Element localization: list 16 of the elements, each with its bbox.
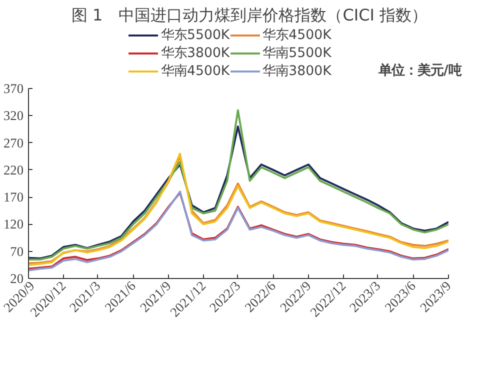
y-tick-label: 120 <box>4 216 24 232</box>
y-tick-label: 370 <box>4 81 24 96</box>
legend-label: 华东4500K <box>262 26 332 44</box>
y-axis-title: 单位：美元/吨 <box>378 62 462 78</box>
y-tick-label: 70 <box>10 244 24 259</box>
y-tick-label: 220 <box>4 162 24 178</box>
chart-title: 图 1 中国进口动力煤到岸价格指数（CICI 指数） <box>71 6 428 24</box>
legend-label: 华东5500K <box>161 26 230 44</box>
legend-label: 华南4500K <box>161 63 230 80</box>
y-tick-label: 320 <box>4 108 24 124</box>
y-tick-label: 20 <box>10 271 24 286</box>
y-tick-label: 170 <box>4 190 24 205</box>
legend-label: 华南3800K <box>262 63 332 80</box>
legend-label: 华东3800K <box>161 44 230 62</box>
y-tick-label: 270 <box>4 135 24 150</box>
legend-label: 华南5500K <box>262 45 332 62</box>
